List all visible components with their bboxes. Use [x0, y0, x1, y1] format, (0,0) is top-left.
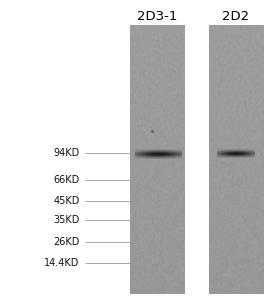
- Text: 45KD: 45KD: [53, 196, 80, 206]
- Text: 26KD: 26KD: [53, 237, 80, 248]
- Text: 35KD: 35KD: [53, 214, 80, 225]
- Text: 2D3-1: 2D3-1: [138, 11, 178, 23]
- Text: 14.4KD: 14.4KD: [44, 258, 80, 268]
- Text: 2D2: 2D2: [222, 11, 249, 23]
- Text: 66KD: 66KD: [53, 175, 80, 185]
- Text: 94KD: 94KD: [53, 148, 80, 158]
